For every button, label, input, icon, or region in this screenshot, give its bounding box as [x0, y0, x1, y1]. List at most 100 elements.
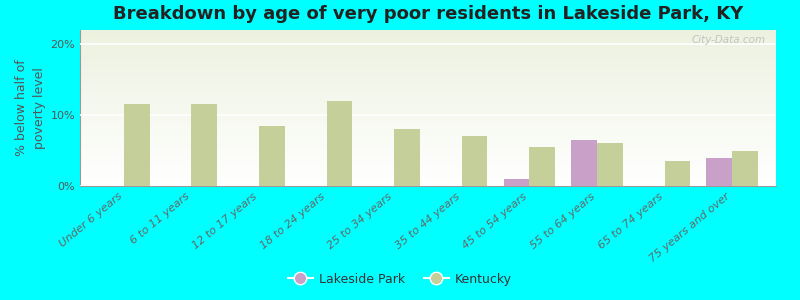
- Bar: [80, 63, 776, 64]
- Bar: [80, 58, 776, 60]
- Bar: [80, 144, 776, 146]
- Bar: [80, 55, 776, 56]
- Bar: [504, 179, 530, 186]
- Bar: [80, 164, 776, 166]
- Bar: [706, 158, 732, 186]
- Bar: [80, 69, 776, 70]
- Bar: [80, 86, 776, 88]
- Bar: [80, 139, 776, 141]
- Bar: [80, 85, 776, 86]
- Bar: [597, 143, 622, 186]
- Bar: [191, 104, 217, 186]
- Bar: [80, 95, 776, 97]
- Title: Breakdown by age of very poor residents in Lakeside Park, KY: Breakdown by age of very poor residents …: [113, 5, 743, 23]
- Bar: [80, 172, 776, 173]
- Bar: [80, 30, 776, 31]
- Bar: [80, 156, 776, 158]
- Bar: [80, 70, 776, 72]
- Bar: [80, 152, 776, 153]
- Bar: [530, 147, 555, 186]
- Bar: [80, 110, 776, 111]
- Bar: [80, 103, 776, 105]
- Bar: [80, 163, 776, 164]
- Bar: [80, 47, 776, 49]
- Bar: [80, 46, 776, 47]
- Bar: [571, 140, 597, 186]
- Bar: [326, 101, 352, 186]
- Y-axis label: % below half of
poverty level: % below half of poverty level: [15, 60, 46, 156]
- Bar: [80, 177, 776, 178]
- Bar: [80, 136, 776, 138]
- Bar: [80, 35, 776, 36]
- Bar: [80, 161, 776, 163]
- Bar: [80, 74, 776, 75]
- Bar: [665, 161, 690, 186]
- Bar: [80, 119, 776, 121]
- Bar: [80, 178, 776, 180]
- Legend: Lakeside Park, Kentucky: Lakeside Park, Kentucky: [283, 268, 517, 291]
- Bar: [80, 130, 776, 131]
- Bar: [80, 124, 776, 125]
- Bar: [80, 166, 776, 167]
- Bar: [80, 128, 776, 130]
- Bar: [80, 78, 776, 80]
- Bar: [80, 92, 776, 94]
- Bar: [80, 100, 776, 102]
- Bar: [80, 133, 776, 134]
- Bar: [80, 155, 776, 156]
- Bar: [80, 167, 776, 169]
- Bar: [80, 141, 776, 142]
- Bar: [80, 60, 776, 61]
- Bar: [80, 68, 776, 69]
- Bar: [80, 50, 776, 52]
- Bar: [80, 41, 776, 43]
- Bar: [80, 180, 776, 181]
- Bar: [80, 66, 776, 68]
- Bar: [80, 97, 776, 99]
- Bar: [80, 72, 776, 74]
- Bar: [80, 142, 776, 144]
- Bar: [80, 173, 776, 175]
- Bar: [80, 75, 776, 77]
- Bar: [259, 126, 285, 186]
- Bar: [80, 49, 776, 50]
- Bar: [80, 89, 776, 91]
- Bar: [80, 125, 776, 127]
- Bar: [80, 158, 776, 160]
- Bar: [80, 127, 776, 128]
- Bar: [124, 104, 150, 186]
- Bar: [80, 146, 776, 147]
- Bar: [80, 77, 776, 78]
- Bar: [80, 106, 776, 108]
- Bar: [80, 105, 776, 106]
- Bar: [80, 91, 776, 92]
- Bar: [80, 169, 776, 170]
- Bar: [462, 136, 487, 186]
- Bar: [80, 94, 776, 95]
- Bar: [80, 148, 776, 150]
- Bar: [80, 44, 776, 46]
- Bar: [80, 38, 776, 39]
- Bar: [80, 53, 776, 55]
- Bar: [80, 39, 776, 41]
- Bar: [80, 184, 776, 186]
- Bar: [80, 121, 776, 122]
- Bar: [80, 83, 776, 85]
- Bar: [80, 32, 776, 33]
- Bar: [80, 56, 776, 58]
- Bar: [80, 181, 776, 183]
- Bar: [80, 153, 776, 155]
- Bar: [80, 147, 776, 148]
- Bar: [80, 102, 776, 103]
- Bar: [80, 131, 776, 133]
- Bar: [80, 183, 776, 184]
- Bar: [80, 64, 776, 66]
- Bar: [80, 33, 776, 35]
- Bar: [80, 61, 776, 63]
- Bar: [80, 88, 776, 89]
- Bar: [80, 170, 776, 172]
- Bar: [394, 129, 420, 186]
- Bar: [80, 52, 776, 53]
- Bar: [80, 150, 776, 152]
- Bar: [80, 111, 776, 113]
